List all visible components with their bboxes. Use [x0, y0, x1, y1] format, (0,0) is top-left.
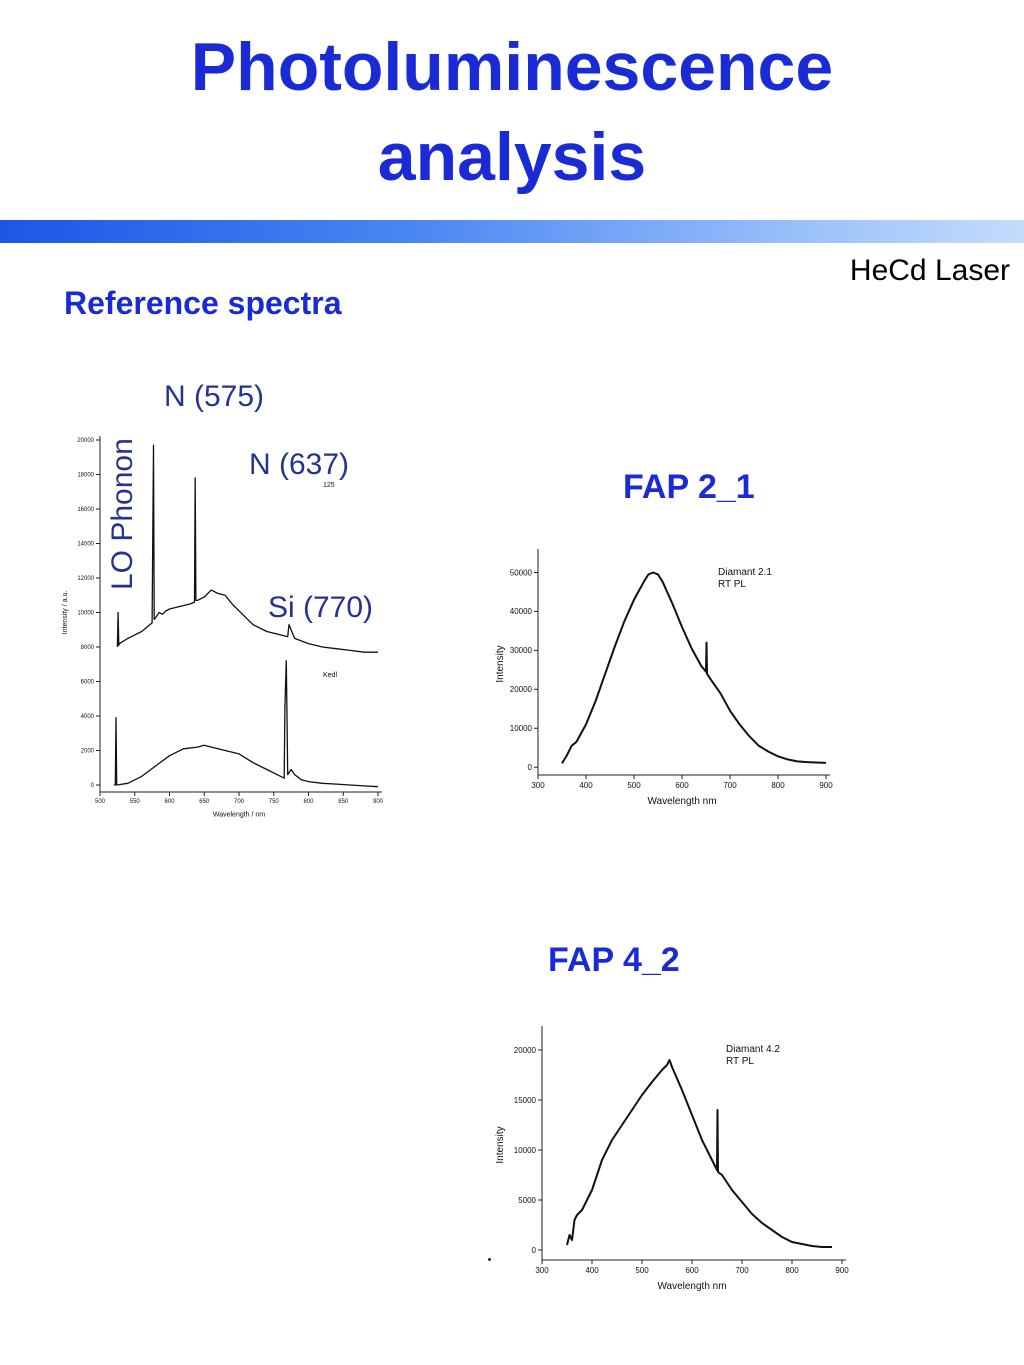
page-title-line2: analysis — [377, 119, 647, 195]
legend-entry: RT PL — [718, 579, 746, 590]
x-axis-label: Wavelength nm — [647, 796, 716, 807]
series-line-2 — [113, 660, 379, 788]
x-tick-label: 500 — [635, 1266, 649, 1275]
si770-annotation: Si (770) — [268, 591, 374, 624]
y-tick-label: 20000 — [77, 438, 94, 444]
y-tick-label: 5000 — [518, 1196, 536, 1205]
y-axis-label: Intensity — [495, 645, 506, 682]
x-tick-label: 750 — [269, 799, 280, 805]
x-tick-label: 600 — [675, 781, 689, 790]
x-tick-label: 700 — [735, 1266, 749, 1275]
series-line-1 — [561, 571, 827, 764]
y-tick-label: 10000 — [77, 611, 94, 617]
y-axis-label: Intensity — [495, 1126, 506, 1163]
inner-label: Kedl — [323, 672, 337, 679]
fap2-1-chart: 0 10000 20000 30000 40000 50000 300 400 500 600 70… — [495, 549, 833, 807]
y-tick-label: 16000 — [77, 507, 94, 513]
inner-label: 125 — [323, 482, 335, 489]
reference-spectra-chart: 0 2000 4000 6000 8000 10000 12000 14000 16000 180… — [62, 436, 384, 819]
x-tick-label: 800 — [303, 799, 314, 805]
y-tick-label: 30000 — [510, 646, 533, 655]
y-tick-label: 18000 — [77, 473, 94, 479]
y-tick-label: 12000 — [77, 576, 94, 582]
x-tick-label: 900 — [373, 799, 384, 805]
x-tick-label: 700 — [723, 781, 737, 790]
y-tick-label: 4000 — [81, 714, 95, 720]
x-tick-label: 600 — [164, 799, 175, 805]
y-tick-label: 0 — [532, 1246, 537, 1255]
x-tick-label: 400 — [579, 781, 593, 790]
fap2-1-label: FAP 2_1 — [623, 468, 755, 506]
x-tick-label: 900 — [819, 781, 833, 790]
y-tick-label: 40000 — [510, 607, 533, 616]
x-tick-label: 400 — [585, 1266, 599, 1275]
y-tick-label: 6000 — [81, 680, 95, 686]
y-tick-label: 0 — [91, 783, 95, 789]
y-tick-label: 14000 — [77, 542, 94, 548]
x-tick-label: 800 — [771, 781, 785, 790]
x-tick-label: 800 — [785, 1266, 799, 1275]
legend-entry: Diamant 2.1 — [718, 567, 772, 578]
x-tick-label: 500 — [627, 781, 641, 790]
x-tick-label: 900 — [835, 1266, 849, 1275]
n637-annotation: N (637) — [249, 448, 350, 481]
series-line-1 — [566, 1059, 832, 1248]
y-tick-label: 10000 — [514, 1146, 537, 1155]
x-tick-label: 650 — [199, 799, 210, 805]
page-title: Photoluminescence analysis — [0, 22, 1024, 202]
y-tick-label: 0 — [528, 763, 533, 772]
x-tick-label: 700 — [234, 799, 245, 805]
legend-entry: Diamant 4.2 — [726, 1044, 780, 1055]
y-tick-label: 15000 — [514, 1096, 537, 1105]
x-tick-label: 550 — [130, 799, 141, 805]
fap4-2-chart: 0 5000 10000 15000 20000 300 400 500 600 700 800 90… — [495, 1026, 849, 1292]
x-tick-label: 300 — [531, 781, 545, 790]
fap4-2-label: FAP 4_2 — [548, 941, 680, 979]
x-tick-label: 850 — [338, 799, 349, 805]
page-title-line1: Photoluminescence — [190, 29, 834, 105]
stray-dot — [488, 1258, 491, 1261]
y-tick-label: 50000 — [510, 568, 533, 577]
x-axis-label: Wavelength nm — [657, 1281, 726, 1292]
header-divider-band — [0, 220, 1024, 243]
y-tick-label: 8000 — [81, 645, 95, 651]
x-tick-label: 600 — [685, 1266, 699, 1275]
y-tick-label: 20000 — [514, 1046, 537, 1055]
x-tick-label: 300 — [535, 1266, 549, 1275]
reference-spectra-heading: Reference spectra — [64, 285, 342, 321]
y-tick-label: 10000 — [510, 724, 533, 733]
series-line-1 — [116, 444, 378, 653]
n575-annotation: N (575) — [164, 380, 265, 413]
x-axis-label: Wavelength / nm — [213, 812, 265, 819]
laser-label: HeCd Laser — [849, 254, 1010, 287]
y-tick-label: 2000 — [81, 749, 95, 755]
legend-entry: RT PL — [726, 1056, 754, 1067]
x-tick-label: 500 — [95, 799, 106, 805]
y-tick-label: 20000 — [510, 685, 533, 694]
y-axis-label: Intensity / a.u. — [62, 591, 69, 635]
